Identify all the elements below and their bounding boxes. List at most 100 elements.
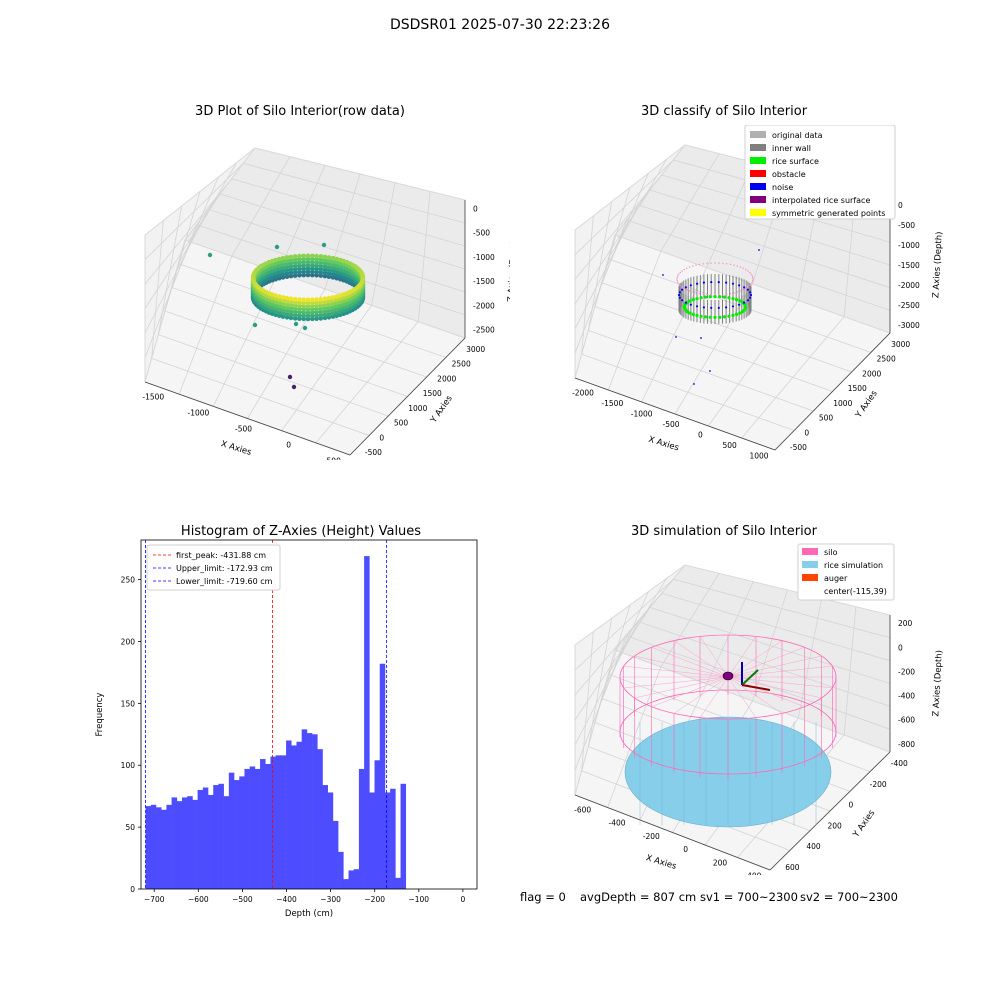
p1-point — [322, 309, 328, 314]
p1-point — [297, 303, 302, 309]
p2-interpolated-point — [706, 262, 708, 264]
p2-rice-surface-point — [740, 310, 744, 314]
p1-z-axis-label: Z Axies (Depth) — [506, 235, 510, 302]
p1-point — [288, 299, 294, 305]
p1-point — [314, 269, 319, 275]
p1-point — [310, 260, 315, 265]
p4-y-tick-label: 0 — [849, 801, 854, 810]
p1-outlier-point — [293, 321, 299, 327]
p2-noise-point — [738, 303, 741, 306]
p3-histogram-bar — [301, 729, 308, 889]
p1-point — [288, 273, 294, 279]
p1-point — [318, 303, 324, 308]
p2-y-tick-label: 1500 — [848, 384, 867, 393]
p1-point — [284, 261, 290, 267]
p4-y-tick-label: -400 — [891, 759, 908, 768]
p1-x-tick-label: 500 — [327, 457, 342, 460]
p1-point — [338, 302, 343, 308]
p4-legend-label: center(-115,39) — [824, 587, 887, 596]
p2-noise-point — [681, 288, 684, 291]
p3-histogram-bar — [218, 783, 224, 889]
p3-legend-label: first_peak: -431.88 cm — [176, 551, 266, 560]
p1-point — [318, 316, 324, 321]
p1-point — [318, 312, 324, 318]
p1-point — [292, 257, 298, 262]
p1-point — [314, 306, 319, 312]
p1-point — [314, 300, 319, 305]
p1-point — [310, 297, 315, 302]
p2-x-tick-label: 1000 — [749, 452, 768, 460]
p1-point — [301, 263, 306, 268]
p2-legend-swatch — [750, 183, 766, 190]
p2-interpolated-point — [679, 284, 681, 287]
p2-interpolated-point — [742, 267, 744, 269]
p4-wall-gridline — [574, 578, 891, 671]
p1-point — [310, 272, 315, 278]
p4-silo-spoke-line — [727, 640, 783, 678]
p3-histogram-bar — [223, 796, 230, 889]
p1-point — [301, 253, 306, 259]
p1-point — [330, 275, 336, 280]
p1-y-tick-label: 500 — [394, 419, 409, 428]
p3-histogram-bar — [390, 788, 396, 889]
p1-point — [334, 256, 339, 262]
p1-point — [310, 307, 315, 312]
p4-legend-swatch — [802, 548, 818, 555]
p1-point — [284, 268, 290, 273]
p2-z-axis-label: Z Axies (Depth) — [931, 231, 944, 298]
p3-histogram-bar — [364, 556, 370, 889]
p1-point — [322, 296, 328, 301]
p1-point — [301, 307, 306, 312]
p2-noise-point — [684, 286, 687, 289]
p1-point — [280, 268, 286, 274]
p2-interpolated-point — [688, 266, 691, 268]
p1-point — [330, 259, 336, 264]
p1-point — [301, 272, 306, 278]
p2-noise-point — [700, 337, 702, 339]
p2-interpolated-point — [686, 289, 688, 291]
p1-x-axis-line — [144, 381, 351, 456]
p2-noise-point — [709, 370, 711, 372]
p1-point — [284, 311, 290, 317]
figure-title: DSDSR01 2025-07-30 22:23:26 — [389, 17, 610, 33]
raw-data-3d-plot: -1500 -1000 -500 0 500 -500 0 500 1000 1500 2000 25… — [142, 147, 510, 460]
p1-point — [318, 296, 324, 302]
p1-point — [297, 300, 302, 305]
p1-point — [326, 299, 332, 304]
p3-histogram-bar — [176, 801, 183, 889]
p2-interpolated-point — [681, 286, 683, 288]
p1-point — [322, 264, 328, 269]
p1-point — [338, 306, 343, 311]
p1-point — [288, 254, 294, 260]
p1-point — [322, 267, 328, 272]
p2-rice-surface-point — [731, 313, 735, 317]
p2-legend-swatch — [750, 157, 766, 164]
p1-point — [314, 273, 319, 278]
p1-point — [305, 272, 311, 278]
p2-x-tick-label: -1500 — [601, 399, 623, 408]
p1-point — [301, 310, 306, 315]
p3-histogram-bar — [197, 789, 204, 889]
p1-point — [292, 273, 298, 278]
p1-point — [292, 254, 298, 259]
p2-legend-label: obstacle — [772, 170, 806, 179]
p2-interpolated-point — [750, 283, 752, 285]
p2-interpolated-point — [676, 278, 678, 280]
p1-point — [318, 257, 324, 262]
p1-point — [273, 257, 278, 263]
p2-rice-surface-point — [713, 315, 717, 319]
p1-point — [318, 273, 324, 278]
p2-rice-surface-point — [735, 312, 739, 316]
p1-point — [301, 303, 306, 309]
p2-interpolated-point — [752, 276, 754, 278]
p1-point — [280, 295, 286, 300]
p2-interpolated-point — [722, 294, 724, 296]
p2-noise-point — [702, 281, 705, 284]
p1-point — [322, 257, 328, 263]
p3-x-tick-label: 0 — [460, 895, 465, 904]
p2-noise-point — [710, 306, 713, 309]
p1-point — [310, 253, 315, 259]
p1-point — [314, 253, 319, 259]
p2-noise-point — [725, 306, 728, 309]
p1-point — [305, 297, 311, 303]
